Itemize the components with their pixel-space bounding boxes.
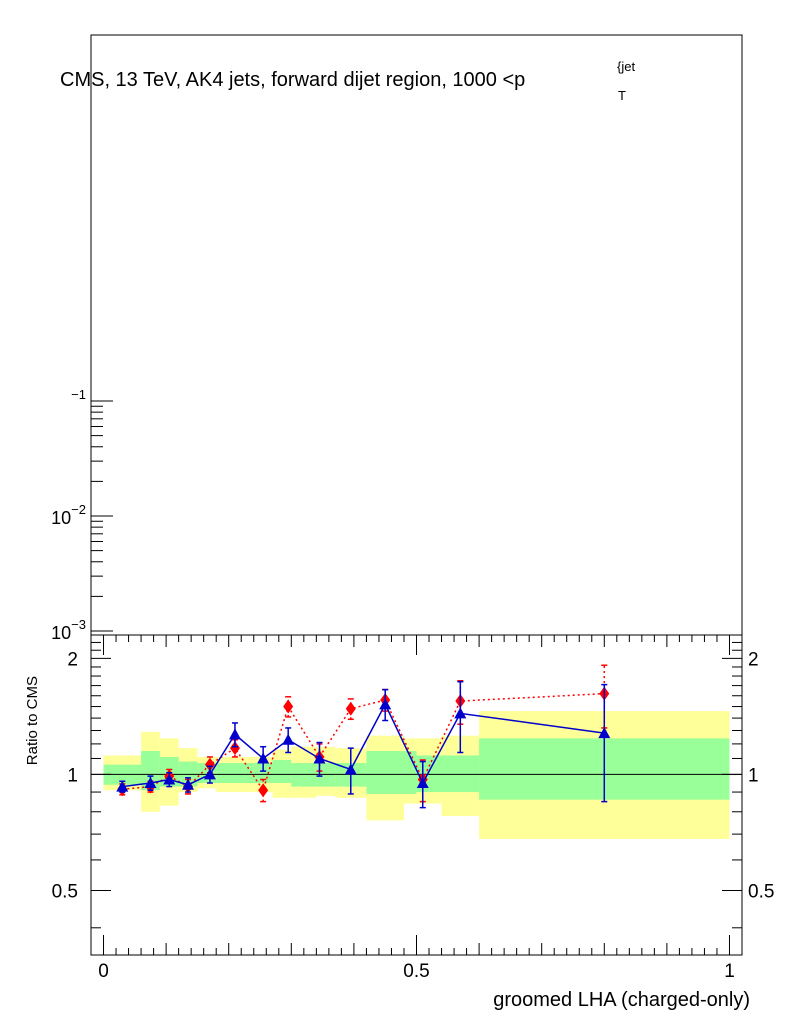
y-tick-label: 1: [67, 765, 78, 786]
data-point: [416, 777, 429, 789]
data-point: [313, 752, 326, 764]
data-point: [454, 707, 467, 719]
main-y-tick-label: −1: [71, 387, 86, 402]
x-tick-label: 1: [724, 961, 735, 982]
data-point: [345, 701, 356, 716]
ratio-x-axis: 0 0.5 1: [98, 635, 735, 982]
stat-band-bin: [366, 751, 404, 794]
data-point: [258, 783, 269, 798]
x-tick-label: 0.5: [403, 961, 429, 982]
main-y-tick-label: 10−3: [51, 617, 86, 643]
data-point: [379, 698, 392, 710]
y-axis-label: Ratio to CMS: [24, 676, 41, 765]
main-title-subscript: T: [618, 88, 626, 103]
stat-band-bin: [441, 755, 480, 793]
data-point: [228, 728, 241, 740]
data-point: [283, 699, 294, 714]
data-point: [598, 727, 611, 739]
data-point: [182, 778, 195, 790]
data-point: [204, 757, 215, 772]
data-point: [163, 773, 176, 785]
y-tick-label: 2: [67, 649, 78, 670]
main-title-superscript: {jet: [617, 59, 635, 74]
stat-band-bin: [141, 751, 160, 791]
x-axis-label: groomed LHA (charged-only): [493, 989, 750, 1011]
x-tick-label: 0: [98, 961, 109, 982]
y-tick-label-right: 2: [748, 649, 759, 670]
y-tick-label-right: 1: [748, 765, 759, 786]
ratio-panel: 0 0.5 1 0.5 0.51 12 2 groomed LHA (charged-on…: [24, 634, 774, 1011]
stat-band-bin: [216, 763, 254, 784]
data-point: [229, 741, 240, 756]
data-point: [203, 768, 216, 780]
y-tick-label: 0.5: [52, 881, 78, 902]
data-point: [282, 733, 295, 745]
stat-band-bin: [272, 759, 292, 784]
main-y-tick-label: 10−2: [51, 502, 86, 528]
data-point: [116, 780, 129, 792]
stat-band-bin: [253, 763, 273, 784]
main-title: CMS, 13 TeV, AK4 jets, forward dijet reg…: [60, 69, 525, 91]
data-point: [344, 763, 357, 775]
data-point: [257, 752, 270, 764]
data-point: [144, 777, 157, 789]
main-y-axis: −1 10−2 10−3: [51, 387, 113, 643]
series-prediction-a: [116, 680, 611, 809]
y-tick-label-right: 0.5: [748, 881, 774, 902]
ratio-y-axis: 0.5 0.5 1 1 2 2: [52, 641, 774, 929]
